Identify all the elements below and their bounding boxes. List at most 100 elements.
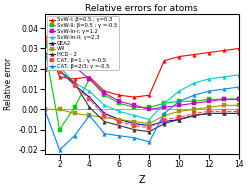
Y-axis label: Relative error: Relative error	[4, 58, 13, 110]
SvW-In-II; γ=2.3	[208, 78, 211, 80]
SvW-In-I; γ=1.2	[193, 102, 196, 104]
CAT; β=2/3; γ =-0.5	[178, 100, 181, 102]
CAT; β=1 ; γ =-0.5	[178, 116, 181, 119]
SvW-In-I; γ=1.2	[73, 66, 76, 68]
SvW-I; β=0.5 ; γ=0.3	[133, 96, 136, 98]
CAT; β=1 ; γ =-0.5	[88, 98, 91, 100]
HCD - 2	[43, 68, 46, 70]
SvW-In-II; γ=2.3	[58, 66, 61, 68]
GEA2	[208, 112, 211, 115]
SvW-In-II; γ=2.3	[73, 82, 76, 84]
Line: SvW-I; β=0.5 ; γ=0.3: SvW-I; β=0.5 ; γ=0.3	[43, 35, 241, 99]
GEA2	[222, 112, 225, 115]
SvW-II; β=0.5 ; γ =-0.5	[163, 102, 166, 104]
CAT; β=1 ; γ =-0.5	[222, 110, 225, 112]
HCD - 2	[222, 112, 225, 115]
SvW-In-I; γ=1.2	[103, 92, 106, 94]
Line: SvW-In-I; γ=1.2: SvW-In-I; γ=1.2	[43, 51, 241, 111]
GEA2	[148, 125, 151, 127]
SvW-In-I; γ=1.2	[163, 106, 166, 108]
SvW-I; β=0.5 ; γ=0.3	[43, 35, 46, 37]
HCD - 2	[103, 120, 106, 123]
SvW-II; β=0.5 ; γ =-0.5	[58, 129, 61, 131]
SvW-I; β=0.5 ; γ=0.3	[208, 51, 211, 54]
Line: GEA2: GEA2	[43, 67, 241, 127]
SvW-In-I; γ=1.2	[43, 53, 46, 56]
HCD - 2	[208, 112, 211, 115]
SvW-I; β=0.5 ; γ=0.3	[238, 47, 241, 50]
CAT; β=2/3; γ =-0.5	[43, 108, 46, 111]
CAT; β=2/3; γ =-0.5	[208, 90, 211, 92]
CAT; β=1 ; γ =-0.5	[73, 84, 76, 86]
Legend: SvW-I; β=0.5 ; γ=0.3, SvW-II; β=0.5 ; γ =-0.5, SvW-In-I; γ=1.2, SvW-In-II; γ=2.3: SvW-I; β=0.5 ; γ=0.3, SvW-II; β=0.5 ; γ …	[47, 16, 119, 70]
vW	[148, 122, 151, 125]
GEA2	[43, 68, 46, 70]
HCD - 2	[163, 122, 166, 125]
SvW-In-I; γ=1.2	[88, 78, 91, 80]
CAT; β=2/3; γ =-0.5	[88, 114, 91, 117]
CAT; β=2/3; γ =-0.5	[118, 135, 121, 137]
SvW-In-I; γ=1.2	[238, 98, 241, 100]
SvW-In-II; γ=2.3	[238, 74, 241, 76]
vW	[43, 108, 46, 111]
SvW-In-II; γ=2.3	[163, 102, 166, 104]
SvW-II; β=0.5 ; γ =-0.5	[148, 106, 151, 108]
GEA2	[193, 114, 196, 117]
HCD - 2	[73, 82, 76, 84]
CAT; β=1 ; γ =-0.5	[43, 68, 46, 70]
GEA2	[88, 96, 91, 98]
CAT; β=2/3; γ =-0.5	[58, 149, 61, 151]
vW	[163, 114, 166, 117]
SvW-In-II; γ=2.3	[148, 118, 151, 121]
HCD - 2	[58, 70, 61, 72]
Title: Relative errors for atoms: Relative errors for atoms	[86, 4, 198, 13]
HCD - 2	[178, 118, 181, 121]
SvW-I; β=0.5 ; γ=0.3	[163, 60, 166, 62]
CAT; β=2/3; γ =-0.5	[163, 112, 166, 115]
CAT; β=2/3; γ =-0.5	[222, 88, 225, 90]
vW	[238, 104, 241, 106]
SvW-I; β=0.5 ; γ=0.3	[88, 76, 91, 78]
SvW-II; β=0.5 ; γ =-0.5	[238, 98, 241, 100]
SvW-II; β=0.5 ; γ =-0.5	[43, 45, 46, 48]
SvW-In-II; γ=2.3	[178, 90, 181, 92]
CAT; β=1 ; γ =-0.5	[118, 120, 121, 123]
SvW-In-I; γ=1.2	[178, 104, 181, 106]
vW	[178, 110, 181, 112]
SvW-In-I; γ=1.2	[148, 108, 151, 111]
SvW-In-I; γ=1.2	[133, 104, 136, 106]
Line: SvW-In-II; γ=2.3: SvW-In-II; γ=2.3	[43, 53, 241, 121]
SvW-II; β=0.5 ; γ =-0.5	[118, 102, 121, 104]
SvW-I; β=0.5 ; γ=0.3	[73, 78, 76, 80]
SvW-In-I; γ=1.2	[58, 51, 61, 54]
CAT; β=2/3; γ =-0.5	[103, 133, 106, 135]
CAT; β=1 ; γ =-0.5	[148, 126, 151, 129]
CAT; β=1 ; γ =-0.5	[133, 125, 136, 127]
SvW-II; β=0.5 ; γ =-0.5	[193, 100, 196, 102]
SvW-II; β=0.5 ; γ =-0.5	[178, 100, 181, 102]
SvW-I; β=0.5 ; γ=0.3	[178, 55, 181, 58]
CAT; β=1 ; γ =-0.5	[58, 70, 61, 72]
SvW-In-II; γ=2.3	[88, 90, 91, 92]
SvW-I; β=0.5 ; γ=0.3	[148, 94, 151, 96]
vW	[208, 106, 211, 108]
Line: SvW-II; β=0.5 ; γ =-0.5: SvW-II; β=0.5 ; γ =-0.5	[43, 45, 241, 131]
CAT; β=1 ; γ =-0.5	[163, 118, 166, 121]
vW	[58, 108, 61, 111]
vW	[88, 114, 91, 117]
GEA2	[133, 122, 136, 125]
HCD - 2	[118, 125, 121, 127]
Line: CAT; β=1 ; γ =-0.5: CAT; β=1 ; γ =-0.5	[43, 67, 241, 129]
SvW-In-II; γ=2.3	[133, 114, 136, 117]
CAT; β=1 ; γ =-0.5	[193, 112, 196, 115]
CAT; β=1 ; γ =-0.5	[238, 110, 241, 112]
GEA2	[103, 112, 106, 115]
SvW-In-II; γ=2.3	[103, 104, 106, 106]
HCD - 2	[133, 129, 136, 131]
SvW-I; β=0.5 ; γ=0.3	[103, 90, 106, 92]
SvW-II; β=0.5 ; γ =-0.5	[133, 106, 136, 108]
SvW-II; β=0.5 ; γ =-0.5	[103, 94, 106, 96]
Line: HCD - 2: HCD - 2	[43, 67, 241, 133]
SvW-I; β=0.5 ; γ=0.3	[118, 94, 121, 96]
SvW-In-I; γ=1.2	[118, 100, 121, 102]
